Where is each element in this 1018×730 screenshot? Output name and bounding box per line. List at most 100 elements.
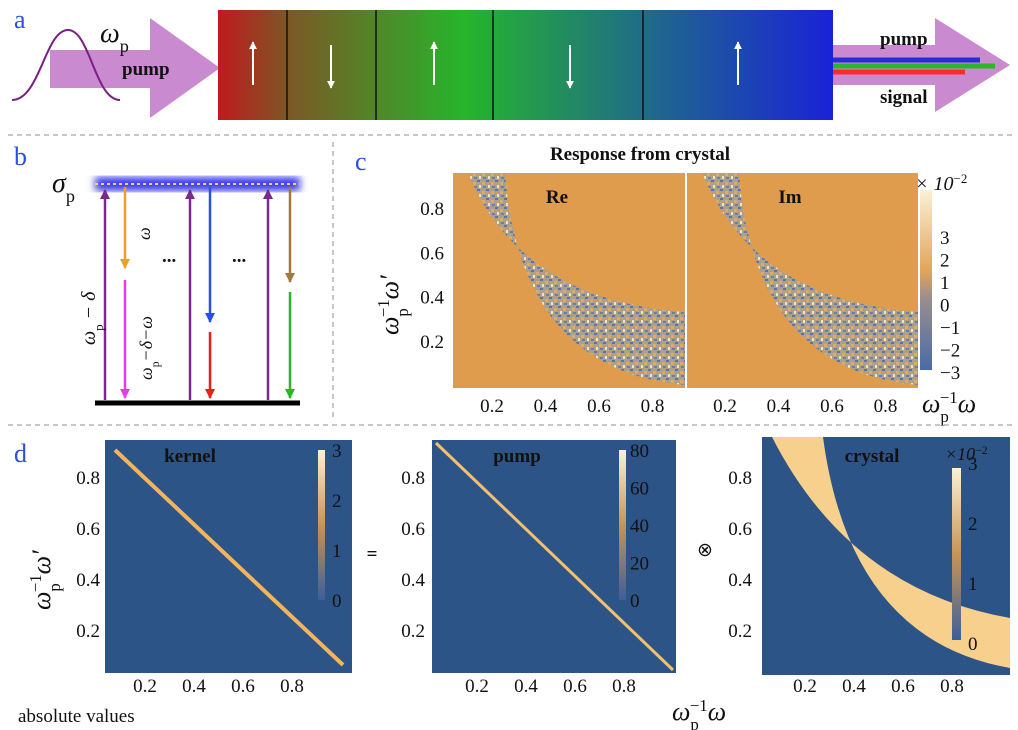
omega-label: ω (134, 227, 154, 240)
y-tick-label: 0.6 (401, 519, 425, 540)
math-base: ω (922, 389, 940, 418)
x-tick-label: 0.4 (842, 676, 866, 697)
colorbar-tick-label: 80 (630, 441, 649, 462)
math-base: ω (134, 227, 154, 240)
math-tail: ω′ (375, 275, 404, 299)
colorbar-tick-label: 0 (968, 634, 978, 655)
colorbar-tick-label: 2 (940, 251, 950, 272)
y-tick-label: 0.8 (728, 468, 752, 489)
ellipsis: ... (162, 246, 176, 267)
pump-frequency: ωp (100, 18, 129, 56)
math-sup: −1 (374, 299, 393, 317)
math-sup: −1 (940, 388, 958, 407)
map-crystal (762, 437, 1010, 675)
math-base: σ (52, 168, 67, 199)
math-sub: p (149, 361, 162, 367)
math-base: ×10 (945, 444, 975, 464)
map-re (453, 173, 685, 388)
map-title: pump (493, 446, 541, 467)
x-tick-label: 0.8 (280, 676, 304, 697)
x-tick-label: 0.8 (874, 396, 898, 417)
math-base: ω (100, 18, 120, 49)
colorbar-tick-label: −2 (940, 341, 960, 362)
y-tick-label: 0.4 (420, 288, 444, 309)
x-tick-label: 0.4 (534, 396, 558, 417)
y-tick-label: 0.2 (420, 332, 444, 353)
colorbar-scale: × 10−2 (915, 171, 967, 196)
note: absolute values (18, 706, 135, 727)
panel-label: b (14, 142, 27, 171)
map-kernel (105, 440, 352, 673)
colorbar (920, 190, 932, 370)
y-tick-label: 0.8 (76, 468, 100, 489)
colorbar-tick-label: 0 (332, 591, 342, 612)
colorbar-tick-label: −1 (940, 318, 960, 339)
map-title: Im (778, 187, 801, 208)
y-tick-label: 0.4 (76, 570, 100, 591)
colorbar-tick-label: 1 (940, 273, 950, 294)
pump-arrow (50, 18, 220, 118)
y-tick-label: 0.4 (401, 570, 425, 591)
colorbar-tick-label: 40 (630, 516, 649, 537)
panel-label: c (355, 147, 367, 176)
math-base: ω (375, 317, 404, 335)
y-axis-label: ωp−1ω′ (374, 275, 412, 335)
equals-sign: = (367, 544, 378, 565)
panel-label: a (14, 5, 26, 34)
math-tail: − δ (78, 291, 100, 324)
y-tick-label: 0.6 (420, 243, 444, 264)
math-sup: −2 (975, 444, 988, 457)
x-tick-label: 0.6 (231, 676, 255, 697)
level-label: σp (52, 168, 75, 206)
math-sub: p (45, 583, 64, 591)
colorbar-tick-label: 2 (968, 514, 978, 535)
map-title: Re (546, 187, 568, 208)
math-sub: p (940, 407, 948, 426)
colorbar-tick-label: 0 (630, 591, 640, 612)
math-tail: ω′ (27, 550, 56, 574)
pump-out-label: pump (880, 29, 928, 50)
domain-arrows (249, 41, 742, 89)
x-tick-label: 0.6 (587, 396, 611, 417)
domain-walls (286, 10, 644, 120)
colorbar-tick-label: 2 (332, 491, 342, 512)
x-tick-label: 0.8 (641, 396, 665, 417)
y-tick-label: 0.4 (728, 570, 752, 591)
x-tick-label: 0.2 (793, 676, 817, 697)
x-tick-label: 0.4 (182, 676, 206, 697)
x-tick-label: 0.4 (767, 396, 791, 417)
math-sub: p (393, 308, 412, 316)
colorbar-scale: ×10−2 (945, 444, 988, 465)
convolve-sign: ⊗ (697, 540, 713, 561)
math-base: × 10 (915, 173, 954, 195)
y-tick-label: 0.2 (401, 621, 425, 642)
pump-pulse (11, 28, 121, 101)
colorbar-tick-label: 3 (332, 441, 342, 462)
x-tick-label: 0.8 (940, 676, 964, 697)
colorbar-tick-label: 3 (940, 228, 950, 249)
y-tick-label: 0.8 (420, 199, 444, 220)
math-sub: p (690, 715, 698, 730)
math-sub: p (120, 36, 129, 56)
math-base: ω (27, 592, 56, 610)
math-sup: −1 (26, 574, 45, 592)
math-tail: ω (958, 389, 976, 418)
ellipsis: ... (232, 246, 246, 267)
colorbar-tick-label: 1 (968, 574, 978, 595)
x-tick-label: 0.8 (612, 676, 636, 697)
math-sub: p (66, 186, 75, 206)
x-axis-label: ωp−1ω (672, 696, 726, 730)
x-tick-label: 0.4 (514, 676, 538, 697)
colorbar-tick-label: −3 (940, 363, 960, 384)
x-tick-label: 0.2 (465, 676, 489, 697)
y-axis-label: ωp−1ω′ (26, 550, 64, 610)
map-title: kernel (164, 446, 216, 467)
idler-label: ωp−δ−ω (136, 316, 162, 380)
colorbar-tick-label: 1 (332, 541, 342, 562)
x-tick-label: 0.2 (713, 396, 737, 417)
math-sup: −1 (690, 696, 708, 715)
map-pump (432, 440, 676, 673)
colorbar-tick-label: 60 (630, 479, 649, 500)
map-im (687, 173, 918, 388)
